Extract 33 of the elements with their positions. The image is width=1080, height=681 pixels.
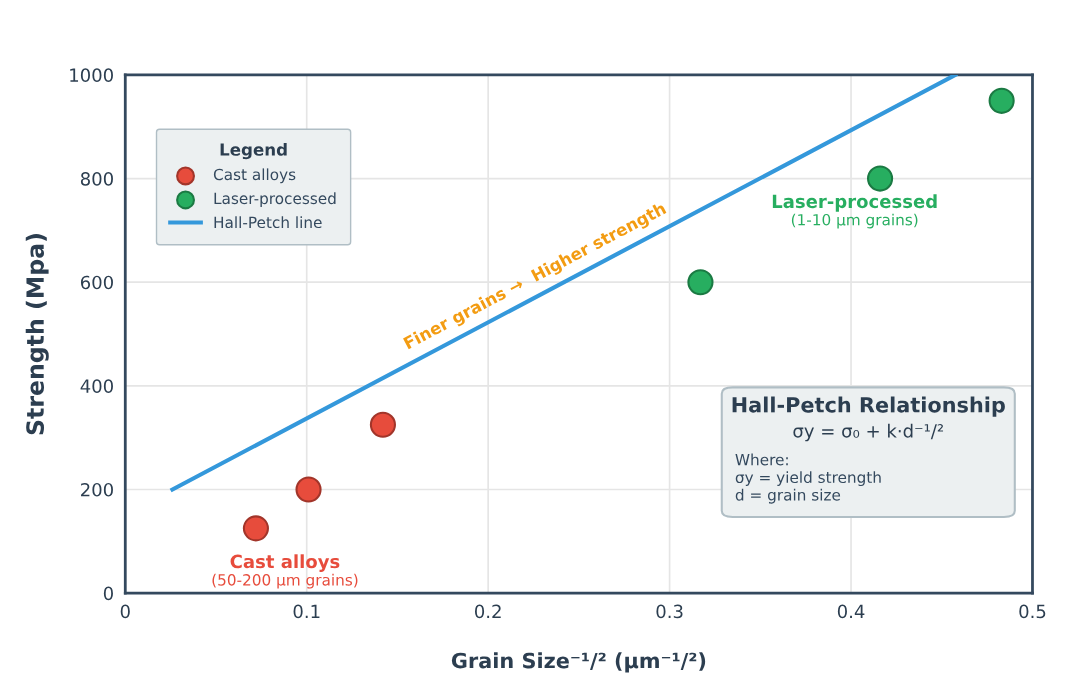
annotation: Cast alloys [230,554,340,572]
point [369,411,396,438]
x-tick-label: 0.3 [656,604,683,619]
x-tick-label: 0.2 [474,604,501,619]
point [867,165,894,192]
y-tick-label: 200 [81,482,113,497]
annotation: Hall-Petch Relationship [732,396,1005,417]
y-axis-title: Strength (Mpa) [25,234,49,435]
legend-label: Hall-Petch line [214,216,322,229]
legend-label: Laser-processed [214,192,336,208]
annotation: σy = σ₀ + k·d⁻¹/² [793,423,944,442]
annotation: (50-200 μm grains) [212,573,358,589]
legend-title: Legend [220,142,287,160]
annotation: (1-10 μm grains) [791,213,918,229]
y-tick-label: 400 [80,379,113,393]
point [988,87,1015,114]
x-axis-title: Grain Size⁻¹/² (μm⁻¹/²) [451,652,706,673]
y-tick-label: 800 [80,172,113,186]
y-tick-label: 0 [103,586,113,601]
y-tick-label: 600 [80,275,113,290]
legend-label: Cast alloys [213,168,296,184]
x-tick-label: 0 [120,604,130,619]
point [295,476,322,503]
x-tick-label: 0.1 [293,604,320,619]
annotation: Where: [735,453,788,466]
y-tick-label: 1000 [70,68,113,83]
x-tick-label: 0.5 [1019,604,1046,619]
annotation: Laser-processed [772,194,937,212]
point [242,515,269,542]
annotation: σy = yield strength [735,471,881,487]
annotation: d = grain size [735,488,841,504]
point [687,269,714,296]
x-tick-label: 0.4 [837,604,865,619]
